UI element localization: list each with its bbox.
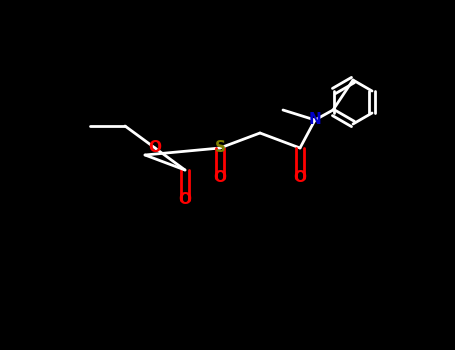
Text: S: S: [214, 140, 226, 155]
Text: N: N: [308, 112, 321, 127]
Text: O: O: [213, 170, 227, 186]
Text: O: O: [178, 193, 192, 208]
Text: O: O: [293, 170, 307, 186]
Text: O: O: [148, 140, 162, 155]
